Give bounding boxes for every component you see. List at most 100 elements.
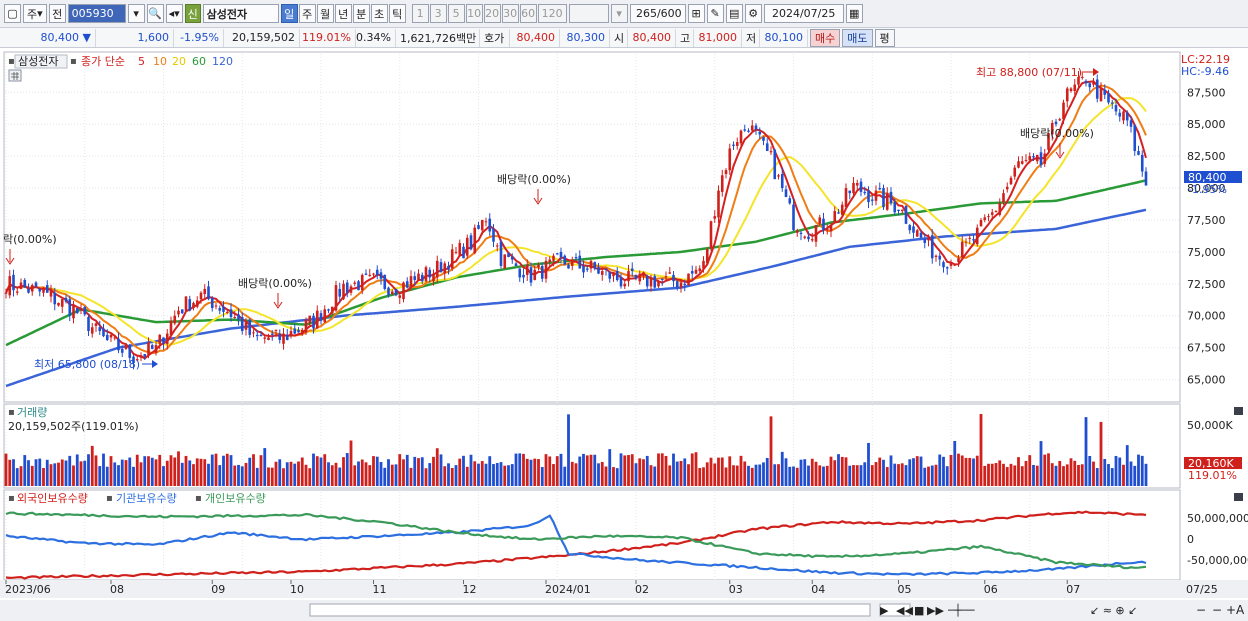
candle-body [338,288,342,297]
candle-body [259,334,263,337]
candle-body [717,190,720,218]
save-icon[interactable]: ▤ [725,4,743,23]
interval-1[interactable]: 1 [411,4,429,23]
volume-bar [724,467,728,486]
interval-30[interactable]: 30 [501,4,519,23]
volume-close-icon[interactable] [1234,407,1243,415]
legend-individual[interactable]: 개인보유수량 [205,492,266,505]
scroll-thumb[interactable] [879,603,911,617]
interval-dropdown-icon[interactable]: ▾ [610,4,628,23]
volume-bar [754,464,758,486]
gear-icon[interactable]: ⚙ [744,4,762,23]
zoom-minus-icon[interactable]: − [1212,603,1222,617]
candle-body [619,277,623,287]
grid-toggle-icon[interactable] [8,69,22,82]
candle-body [1050,122,1054,135]
calendar-icon[interactable]: ▦ [845,4,863,23]
tab-second[interactable]: 초 [370,4,388,23]
candle-body [1009,177,1013,185]
candle-body [825,228,829,231]
drawing-tools-icon[interactable]: ↙ ≈ ⊕ ↙ [1090,604,1137,617]
volume-bar [953,440,957,486]
candle-body [559,251,563,258]
volume-bar [968,457,972,486]
jeon-button[interactable]: 전 [48,4,66,23]
tab-month[interactable]: 월 [316,4,334,23]
interval-3[interactable]: 3 [429,4,447,23]
candle-body [765,143,769,152]
volume-bar [612,467,615,486]
interval-5[interactable]: 5 [447,4,465,23]
interval-input[interactable] [568,4,609,23]
legend-ma20[interactable]: 20 [172,55,186,68]
tab-tick[interactable]: 틱 [388,4,406,23]
last-page-icon[interactable]: ▶▶ [927,604,944,617]
tab-minute[interactable]: 분 [352,4,370,23]
interval-120[interactable]: 120 [537,4,567,23]
chart-settings-icon[interactable]: ⊞ [687,4,705,23]
volume-bar [424,468,428,486]
code-dropdown-icon[interactable]: ▾ [127,4,145,23]
candle-body [829,225,833,232]
legend-ma5[interactable]: 5 [138,55,145,68]
tab-week[interactable]: 주 [298,4,316,23]
search-icon[interactable]: 🔍 [146,4,164,23]
buy-button[interactable]: 매수 [810,28,841,47]
candle-body [304,319,308,333]
holders-tick-label: 0 [1187,533,1194,546]
legend-stock-name[interactable]: 삼성전자 [18,55,58,68]
code-input[interactable]: 005930 [67,4,126,23]
volume-bar [867,442,870,486]
scroll-track[interactable] [309,603,871,617]
edit-icon[interactable]: ✎ [706,4,724,23]
zoom-slider-icon[interactable]: ─┼── [947,603,975,617]
candle-body [94,323,98,326]
current-price-tag [1184,171,1242,183]
chart-type-icon[interactable]: ▢ [4,4,21,23]
candle-body [173,315,177,324]
volume-bar [818,465,822,486]
volume-bar [645,455,649,486]
speaker-icon[interactable]: ◂▾ [165,4,183,23]
volume-bar [769,416,773,486]
volume-bar [304,464,308,486]
date-tick-label: 09 [211,583,225,596]
interval-20[interactable]: 20 [483,4,501,23]
candle-body [105,334,109,340]
volume-bar [495,463,499,486]
candle-body [255,334,259,337]
legend-ma120[interactable]: 120 [212,55,233,68]
candle-body [822,218,825,231]
legend-ma10[interactable]: 10 [153,55,167,68]
zoom-out-icon[interactable]: − [1196,603,1206,617]
candle-body [357,281,360,291]
tab-year[interactable]: 년 [334,4,352,23]
sell-button[interactable]: 매도 [842,28,873,47]
zoom-in-icon[interactable]: + [1226,603,1236,617]
volume-bar [698,468,702,486]
volume-bar [1024,460,1028,486]
scroll-right-icon[interactable]: ▶ [880,604,889,617]
candle-body [653,276,657,288]
holders-close-icon[interactable] [1234,493,1243,501]
eval-button[interactable]: 평 [874,28,895,47]
legend-ma60[interactable]: 60 [192,55,206,68]
legend-foreign[interactable]: 외국인보유수량 [17,492,88,505]
market-select[interactable]: 주 ▾ [23,4,47,23]
volume-title[interactable]: 거래량 [17,406,47,419]
volume-bar [848,465,852,486]
stop-icon[interactable]: ■ [914,604,924,617]
interval-10[interactable]: 10 [465,4,483,23]
sin-badge[interactable]: 신 [184,4,201,23]
tab-day[interactable]: 일 [280,4,298,23]
interval-60[interactable]: 60 [519,4,537,23]
volume-bar [780,451,784,486]
text-tool-icon[interactable]: A [1236,603,1245,617]
date-input[interactable]: 2024/07/25 [763,4,844,23]
legend-institution[interactable]: 기관보유수량 [116,492,177,505]
candle-body [1077,76,1080,85]
legend-ma-title[interactable]: 종가 단순 [81,55,125,68]
first-page-icon[interactable]: ◀◀ [896,604,913,617]
data-count[interactable]: 265/600 [629,4,686,23]
holder-line [5,511,1147,570]
